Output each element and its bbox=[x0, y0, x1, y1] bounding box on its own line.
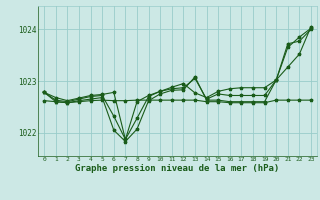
X-axis label: Graphe pression niveau de la mer (hPa): Graphe pression niveau de la mer (hPa) bbox=[76, 164, 280, 173]
